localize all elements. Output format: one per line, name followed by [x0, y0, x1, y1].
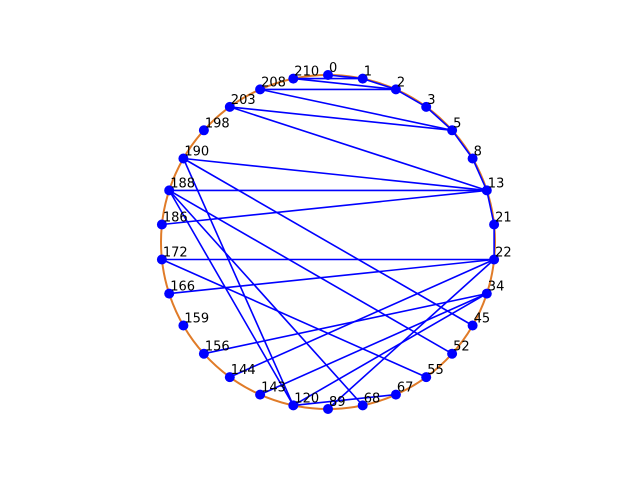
node-label-198: 198 — [205, 116, 230, 131]
edge-n203-n5 — [229, 106, 453, 132]
node-label-143: 143 — [261, 381, 286, 396]
node-label-55: 55 — [427, 363, 444, 378]
edge-n188-n52 — [168, 189, 453, 355]
node-label-45: 45 — [474, 312, 491, 327]
node-label-172: 172 — [163, 246, 188, 261]
edge-n8-n13 — [471, 158, 488, 191]
edge-n188-n68 — [168, 189, 364, 406]
edge-n188-n120 — [168, 190, 294, 406]
node-label-34: 34 — [488, 280, 505, 295]
node-5 — [447, 125, 458, 136]
edge-n120-n67 — [293, 393, 396, 407]
node-label-156: 156 — [205, 340, 230, 355]
node-label-21: 21 — [495, 211, 512, 226]
node-1 — [357, 73, 368, 84]
node-208 — [255, 84, 266, 95]
edge-n89-n22 — [327, 258, 495, 410]
node-67 — [390, 389, 401, 400]
node-label-0: 0 — [329, 61, 337, 76]
edge-n186-n13 — [161, 189, 487, 226]
node-144 — [224, 372, 235, 383]
node-166 — [164, 288, 175, 299]
node-52 — [447, 348, 458, 359]
graph-nodes — [156, 70, 500, 414]
edge-n3-n5 — [425, 106, 453, 131]
node-label-5: 5 — [453, 116, 461, 131]
edge-n208-n5 — [259, 88, 453, 132]
node-0 — [323, 70, 333, 80]
edge-n210-n2 — [293, 77, 396, 91]
node-34 — [481, 288, 492, 299]
edge-n190-n45 — [182, 157, 474, 327]
node-186 — [156, 219, 167, 230]
node-label-203: 203 — [231, 93, 256, 108]
node-156 — [198, 348, 209, 359]
edge-n203-n13 — [229, 106, 488, 192]
edge-n5-n8 — [451, 129, 474, 159]
node-label-1: 1 — [364, 65, 372, 80]
node-label-208: 208 — [261, 75, 286, 90]
node-198 — [198, 125, 209, 136]
node-55 — [421, 372, 432, 383]
edge-n166-n22 — [169, 258, 495, 295]
node-label-89: 89 — [329, 395, 346, 410]
node-label-3: 3 — [427, 93, 435, 108]
edge-n144-n22 — [229, 258, 495, 378]
node-3 — [421, 101, 432, 112]
node-label-67: 67 — [397, 381, 414, 396]
edge-n156-n34 — [203, 292, 487, 355]
node-190 — [178, 153, 189, 164]
node-label-144: 144 — [231, 363, 256, 378]
node-label-186: 186 — [163, 211, 188, 226]
node-172 — [156, 254, 167, 265]
edge-n172-n55 — [161, 258, 427, 378]
node-label-159: 159 — [184, 312, 209, 327]
node-label-8: 8 — [474, 145, 482, 160]
node-label-120: 120 — [294, 391, 319, 406]
node-2 — [390, 84, 401, 95]
edge-n190-n13 — [183, 157, 487, 192]
node-22 — [489, 254, 500, 265]
edge-n143-n34 — [259, 292, 488, 396]
node-8 — [467, 153, 478, 164]
node-label-188: 188 — [170, 176, 195, 191]
node-188 — [164, 185, 175, 196]
node-label-52: 52 — [453, 340, 470, 355]
node-159 — [178, 320, 189, 331]
node-210 — [288, 73, 299, 84]
edge-n1-n2 — [362, 77, 397, 91]
node-label-210: 210 — [294, 65, 319, 80]
node-203 — [224, 101, 235, 112]
node-89 — [323, 404, 333, 414]
edge-n13-n21 — [486, 190, 495, 225]
edge-n120-n190 — [182, 158, 295, 406]
node-120 — [288, 400, 299, 411]
node-label-190: 190 — [184, 145, 209, 160]
node-label-166: 166 — [170, 280, 195, 295]
node-143 — [255, 389, 266, 400]
edge-n120-n34 — [292, 292, 488, 407]
edge-n2-n3 — [395, 88, 427, 108]
node-label-68: 68 — [364, 391, 381, 406]
node-label-13: 13 — [488, 176, 505, 191]
node-13 — [481, 185, 492, 196]
node-21 — [489, 219, 500, 230]
node-label-2: 2 — [397, 75, 405, 90]
graph-edges — [161, 74, 495, 410]
node-45 — [467, 320, 478, 331]
node-label-22: 22 — [495, 246, 512, 261]
node-68 — [357, 400, 368, 411]
